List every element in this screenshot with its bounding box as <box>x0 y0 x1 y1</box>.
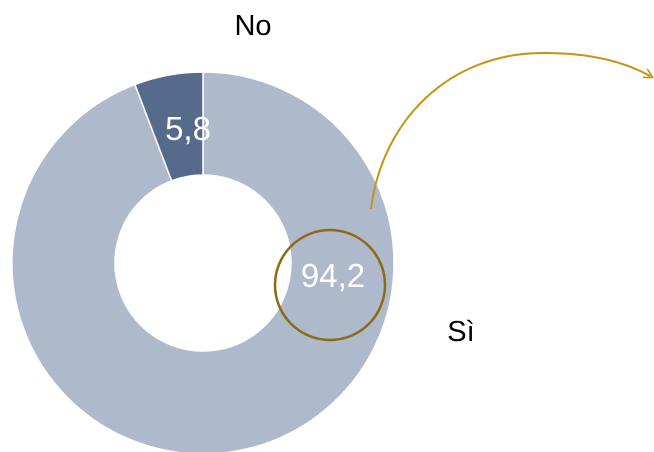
annotations-group <box>273 51 650 342</box>
slice-no <box>133 71 204 182</box>
curved-arrow <box>370 51 650 210</box>
labels-group: 94,2 5,8 Sì No <box>165 10 475 348</box>
slice-si <box>11 71 395 452</box>
data-label-no: 5,8 <box>165 110 211 147</box>
data-label-si: 94,2 <box>301 257 365 294</box>
slices-group <box>11 71 395 452</box>
highlight-circle <box>273 228 387 342</box>
category-label-si: Sì <box>447 316 474 348</box>
category-label-no: No <box>234 10 271 42</box>
